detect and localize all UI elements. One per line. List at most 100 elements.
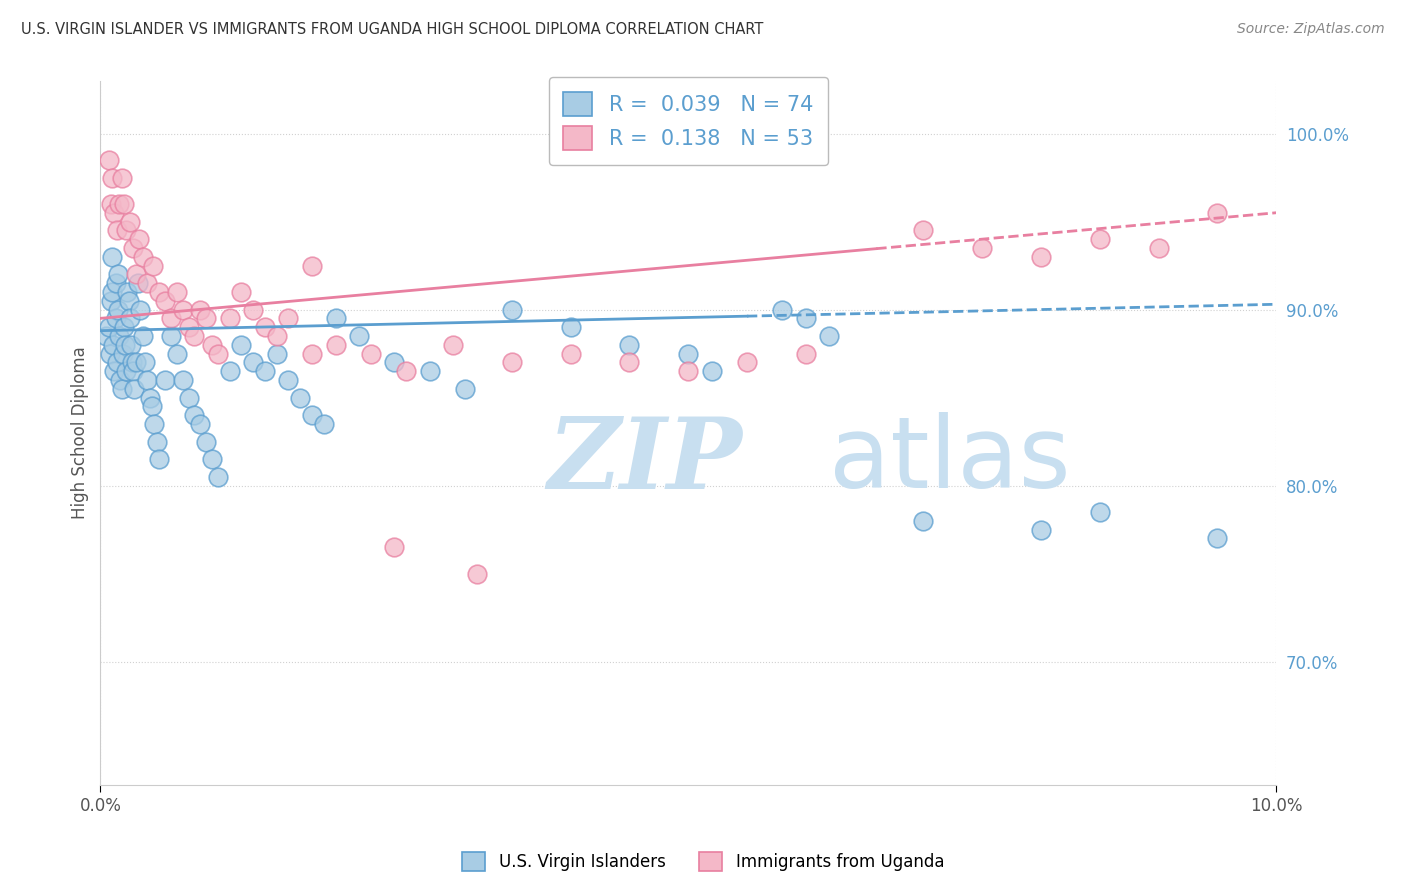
Point bbox=[160, 329, 183, 343]
Point bbox=[166, 285, 188, 299]
Point bbox=[177, 391, 200, 405]
Point bbox=[188, 417, 211, 431]
Point bbox=[153, 293, 176, 308]
Point bbox=[912, 223, 935, 237]
Point bbox=[117, 285, 139, 299]
Point bbox=[121, 355, 143, 369]
Point bbox=[231, 285, 253, 299]
Point bbox=[818, 329, 841, 343]
Legend: U.S. Virgin Islanders, Immigrants from Uganda: U.S. Virgin Islanders, Immigrants from U… bbox=[454, 843, 952, 880]
Point bbox=[676, 346, 699, 360]
Point bbox=[183, 408, 205, 422]
Point bbox=[110, 382, 132, 396]
Point bbox=[101, 170, 124, 185]
Point bbox=[104, 276, 127, 290]
Point bbox=[290, 391, 312, 405]
Point bbox=[676, 364, 699, 378]
Point bbox=[112, 320, 135, 334]
Y-axis label: High School Diploma: High School Diploma bbox=[72, 346, 89, 519]
Point bbox=[188, 302, 211, 317]
Point bbox=[148, 452, 170, 467]
Point bbox=[100, 293, 122, 308]
Point bbox=[1206, 206, 1229, 220]
Point bbox=[100, 197, 122, 211]
Point bbox=[136, 276, 159, 290]
Point bbox=[454, 382, 477, 396]
Point bbox=[325, 338, 347, 352]
Point bbox=[195, 311, 218, 326]
Point bbox=[231, 338, 253, 352]
Point bbox=[108, 197, 131, 211]
Point bbox=[218, 364, 240, 378]
Point bbox=[115, 364, 138, 378]
Point bbox=[105, 355, 128, 369]
Point bbox=[277, 311, 299, 326]
Point bbox=[153, 373, 176, 387]
Point bbox=[619, 338, 641, 352]
Point bbox=[124, 268, 146, 282]
Point bbox=[118, 214, 141, 228]
Point bbox=[107, 302, 129, 317]
Point bbox=[172, 302, 194, 317]
Point bbox=[114, 338, 136, 352]
Point bbox=[160, 311, 183, 326]
Point bbox=[142, 259, 165, 273]
Point bbox=[120, 338, 142, 352]
Point bbox=[1029, 523, 1052, 537]
Point bbox=[201, 452, 224, 467]
Point bbox=[122, 364, 145, 378]
Point bbox=[770, 302, 793, 317]
Point bbox=[301, 408, 323, 422]
Point bbox=[134, 355, 156, 369]
Point bbox=[103, 364, 125, 378]
Point bbox=[141, 400, 163, 414]
Point bbox=[129, 302, 152, 317]
Legend: R =  0.039   N = 74, R =  0.138   N = 53: R = 0.039 N = 74, R = 0.138 N = 53 bbox=[548, 77, 828, 165]
Point bbox=[195, 434, 218, 449]
Point bbox=[172, 373, 194, 387]
Point bbox=[177, 320, 200, 334]
Point bbox=[347, 329, 370, 343]
Point bbox=[560, 320, 582, 334]
Point bbox=[122, 241, 145, 255]
Point bbox=[115, 223, 138, 237]
Point bbox=[700, 364, 723, 378]
Point bbox=[107, 268, 129, 282]
Point bbox=[382, 540, 405, 554]
Point bbox=[325, 311, 347, 326]
Point bbox=[465, 566, 488, 581]
Point bbox=[312, 417, 335, 431]
Point bbox=[201, 338, 224, 352]
Point bbox=[146, 434, 169, 449]
Point bbox=[912, 514, 935, 528]
Point bbox=[131, 329, 153, 343]
Point bbox=[166, 346, 188, 360]
Point bbox=[1147, 241, 1170, 255]
Point bbox=[1088, 505, 1111, 519]
Text: ZIP: ZIP bbox=[547, 413, 742, 509]
Point bbox=[183, 329, 205, 343]
Point bbox=[218, 311, 240, 326]
Point bbox=[735, 355, 758, 369]
Point bbox=[242, 355, 264, 369]
Point bbox=[127, 276, 149, 290]
Point bbox=[794, 346, 817, 360]
Point bbox=[103, 338, 125, 352]
Point bbox=[136, 373, 159, 387]
Point bbox=[118, 311, 141, 326]
Point bbox=[419, 364, 441, 378]
Point bbox=[395, 364, 418, 378]
Point bbox=[101, 285, 124, 299]
Point bbox=[972, 241, 994, 255]
Point bbox=[124, 382, 146, 396]
Point bbox=[110, 373, 132, 387]
Point bbox=[138, 391, 160, 405]
Point bbox=[253, 320, 276, 334]
Point bbox=[382, 355, 405, 369]
Text: U.S. VIRGIN ISLANDER VS IMMIGRANTS FROM UGANDA HIGH SCHOOL DIPLOMA CORRELATION C: U.S. VIRGIN ISLANDER VS IMMIGRANTS FROM … bbox=[21, 22, 763, 37]
Point bbox=[207, 346, 229, 360]
Point bbox=[301, 346, 323, 360]
Point bbox=[143, 417, 166, 431]
Point bbox=[103, 206, 125, 220]
Point bbox=[277, 373, 299, 387]
